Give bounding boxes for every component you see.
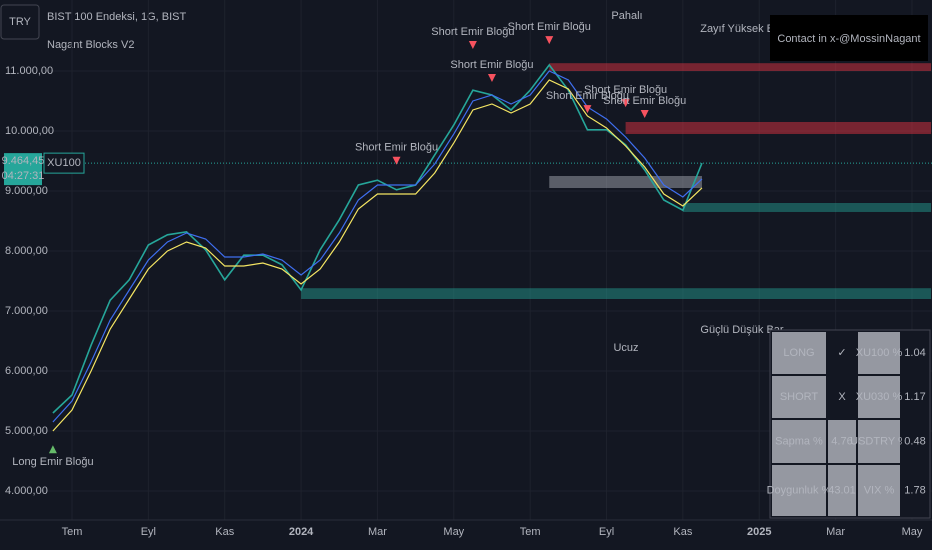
y-tick-label: 9.000,00 xyxy=(5,185,48,197)
weak-high-label: Zayıf Yüksek Bar xyxy=(700,23,784,35)
countdown: 04:27:31 xyxy=(2,170,45,182)
table-text: XU030 % xyxy=(856,391,903,403)
y-tick-label: 6.000,00 xyxy=(5,365,48,377)
price-tag-label: 9.464,45 xyxy=(2,155,45,167)
table-text: SHORT xyxy=(780,391,819,403)
y-tick-label: 5.000,00 xyxy=(5,425,48,437)
y-tick-label: 10.000,00 xyxy=(5,125,54,137)
table-cell xyxy=(858,332,900,374)
table-text: Sapma % xyxy=(775,435,823,447)
annotation-marker xyxy=(392,156,401,165)
cheap-label: Ucuz xyxy=(613,342,638,354)
x-tick-label: 2025 xyxy=(747,526,771,538)
annotation-label: Short Emir Bloğu xyxy=(546,90,629,102)
currency-box[interactable] xyxy=(0,4,40,40)
table-cell xyxy=(902,465,928,516)
y-tick-label: 7.000,00 xyxy=(5,305,48,317)
x-tick-label: Tem xyxy=(62,526,83,538)
strong-low-label: Güçlü Düşük Bar xyxy=(700,324,783,336)
table-text: USDTRY % xyxy=(850,435,908,447)
x-tick-label: Mar xyxy=(368,526,387,538)
x-tick-label: Mar xyxy=(826,526,845,538)
y-tick-label: 4.000,00 xyxy=(5,485,48,497)
x-tick-label: Kas xyxy=(673,526,692,538)
zone xyxy=(682,202,932,212)
contact-box xyxy=(770,15,928,61)
x-tick-label: Eyl xyxy=(141,526,156,538)
series-line xyxy=(52,79,703,432)
annotation-marker xyxy=(48,445,57,454)
annotation-label: Short Emir Bloğu xyxy=(355,142,438,154)
annotation-label: Short Emir Bloğu xyxy=(431,26,514,38)
table-text: 1.04 xyxy=(904,347,925,359)
zone xyxy=(549,63,932,71)
x-tick-label: Tem xyxy=(520,526,541,538)
table-text: 4.76 xyxy=(831,435,852,447)
table-cell xyxy=(858,420,900,463)
y-tick-label: 11.000,00 xyxy=(5,65,53,77)
table-cell xyxy=(902,420,928,463)
table-text: VIX % xyxy=(864,484,895,496)
table-text: X xyxy=(838,391,846,403)
annotation-marker xyxy=(468,40,477,49)
annotation-marker xyxy=(640,109,649,118)
table-cell xyxy=(828,376,856,418)
x-tick-label: Eyl xyxy=(599,526,614,538)
indicator-name: Nagant Blocks V2 xyxy=(47,39,134,51)
annotation-label: Short Emir Bloğu xyxy=(603,95,686,107)
symbol-title: BIST 100 Endeksi, 1G, BIST xyxy=(47,11,186,23)
table-cell xyxy=(858,376,900,418)
price-tag xyxy=(4,153,42,186)
annotation-label: Short Emir Bloğu xyxy=(450,59,533,71)
currency: TRY xyxy=(9,16,31,28)
table-cell xyxy=(828,420,856,463)
table-text: ✓ xyxy=(837,347,846,359)
annotation-marker xyxy=(545,36,554,45)
table-cell xyxy=(772,420,826,463)
table-text: 43.01 xyxy=(828,484,856,496)
table-text: XU100 % xyxy=(856,347,903,359)
contact-label: Contact in x-@MossinNagant xyxy=(777,33,920,45)
x-tick-label: Kas xyxy=(215,526,234,538)
table-text: 0.48 xyxy=(904,435,925,447)
annotation-label: Short Emir Bloğu xyxy=(584,84,667,96)
annotation-label: Short Emir Bloğu xyxy=(508,21,591,33)
symbol-tag-label: XU100 xyxy=(47,157,81,169)
table-cell xyxy=(902,332,928,374)
zone xyxy=(301,288,932,300)
table-cell xyxy=(828,465,856,516)
x-tick-label: May xyxy=(443,526,464,538)
y-tick-label: 8.000,00 xyxy=(5,245,48,257)
expensive-label: Pahalı xyxy=(611,10,642,22)
zone xyxy=(625,121,932,134)
symbol-tag xyxy=(43,152,85,174)
table-cell xyxy=(772,376,826,418)
table-text: 1.78 xyxy=(904,484,925,496)
zone xyxy=(549,175,702,188)
annotation-marker xyxy=(583,105,592,114)
table-cell xyxy=(772,465,826,516)
x-tick-label: 2024 xyxy=(289,526,314,538)
table-cell xyxy=(858,465,900,516)
table-text: Doygunluk % xyxy=(767,484,832,496)
table-cell xyxy=(772,332,826,374)
annotation-label: Long Emir Bloğu xyxy=(12,456,93,468)
annotation-marker xyxy=(621,99,630,108)
table-text: 1.17 xyxy=(904,391,925,403)
table-text: LONG xyxy=(783,347,814,359)
table-cell xyxy=(902,376,928,418)
table-cell xyxy=(828,332,856,374)
annotation-marker xyxy=(487,73,496,82)
series-line xyxy=(52,70,703,423)
series-line xyxy=(52,63,703,414)
x-tick-label: May xyxy=(902,526,923,538)
